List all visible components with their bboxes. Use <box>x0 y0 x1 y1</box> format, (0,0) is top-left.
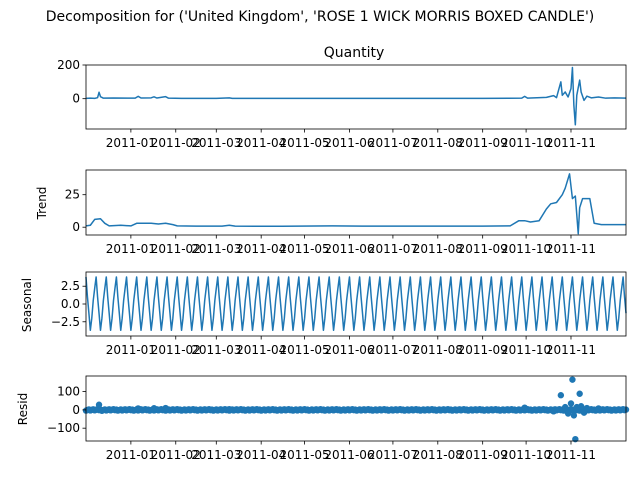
panel-trend-ylabel: Trend <box>35 187 49 221</box>
quantity-xtick-label: 2011-08 <box>413 136 463 150</box>
resid-point <box>570 412 578 419</box>
trend-xtick-label: 2011-03 <box>191 242 241 256</box>
quantity-xtick-label: 2011-09 <box>458 136 508 150</box>
trend-series-line <box>85 173 626 235</box>
resid-point <box>226 405 233 413</box>
quantity-xtick-label: 2011-01 <box>106 136 156 150</box>
seasonal-xtick-label: 2011-02 <box>151 343 201 357</box>
resid-xtick-label: 2011-05 <box>280 448 330 462</box>
panel-seasonal-ylabel: Seasonal <box>20 278 34 332</box>
panel-seasonal-plot-area: −2.50.02.52011-012011-022011-032011-0420… <box>51 271 627 357</box>
resid-point <box>569 376 576 383</box>
resid-xtick-label: 2011-11 <box>546 448 596 462</box>
seasonal-xtick-label: 2011-06 <box>324 343 374 357</box>
seasonal-series-line <box>85 276 627 332</box>
resid-point <box>564 410 572 417</box>
seasonal-xtick-label: 2011-10 <box>501 343 551 357</box>
trend-xtick-label: 2011-04 <box>236 242 286 256</box>
quantity-xtick-label: 2011-03 <box>191 136 241 150</box>
quantity-xtick-label: 2011-11 <box>546 136 596 150</box>
seasonal-xtick-label: 2011-05 <box>280 343 330 357</box>
panel-resid: Resid −10001002011-012011-022011-032011-… <box>16 375 630 462</box>
seasonal-xtick-label: 2011-11 <box>546 343 596 357</box>
quantity-series-line <box>85 66 627 126</box>
trend-xtick-label: 2011-07 <box>368 242 418 256</box>
trend-xtick-label: 2011-02 <box>151 242 201 256</box>
seasonal-ytick-label: 0.0 <box>61 297 80 311</box>
panel-seasonal: Seasonal −2.5 0.0 2.5 2011-012011-022011-03… <box>20 271 627 357</box>
quantity-xtick-label: 2011-04 <box>236 136 286 150</box>
quantity-xtick-label: 2011-07 <box>368 136 418 150</box>
trend-xtick-label: 2011-10 <box>501 242 551 256</box>
quantity-xtick-label: 2011-10 <box>501 136 551 150</box>
quantity-xtick-label: 2011-06 <box>324 136 374 150</box>
quantity-xtick-label: 2011-05 <box>280 136 330 150</box>
resid-xtick-label: 2011-06 <box>324 448 374 462</box>
trend-xtick-label: 2011-05 <box>280 242 330 256</box>
quantity-axes-frame <box>85 64 627 130</box>
resid-ytick-label: 0 <box>72 403 80 417</box>
resid-xtick-label: 2011-02 <box>151 448 201 462</box>
resid-ytick-label: −100 <box>47 421 80 435</box>
trend-ytick-label: 25 <box>65 188 80 202</box>
resid-point <box>98 407 106 414</box>
panel-quantity: Quantity 02002011-012011-022011-032011-0… <box>57 45 627 150</box>
resid-point <box>150 405 158 412</box>
seasonal-xtick-label: 2011-01 <box>106 343 156 357</box>
trend-xtick-label: 2011-01 <box>106 242 156 256</box>
resid-axes-frame <box>85 375 627 442</box>
resid-xtick-label: 2011-01 <box>106 448 156 462</box>
resid-point <box>557 392 565 399</box>
resid-xtick-label: 2011-03 <box>191 448 241 462</box>
resid-point <box>521 404 528 411</box>
panel-resid-ylabel: Resid <box>16 393 30 425</box>
resid-point <box>134 405 142 412</box>
trend-xtick-label: 2011-11 <box>546 242 596 256</box>
resid-xtick-label: 2011-08 <box>413 448 463 462</box>
seasonal-xtick-label: 2011-07 <box>368 343 418 357</box>
resid-xtick-label: 2011-07 <box>368 448 418 462</box>
resid-point <box>576 390 583 397</box>
resid-point <box>562 403 569 411</box>
quantity-ytick-label: 200 <box>57 58 80 72</box>
resid-xtick-label: 2011-04 <box>236 448 286 462</box>
trend-ytick-label: 0 <box>72 220 80 234</box>
resid-point <box>162 404 169 412</box>
panel-trend-plot-area: 0252011-012011-022011-032011-042011-0520… <box>65 169 627 256</box>
trend-xtick-label: 2011-09 <box>458 242 508 256</box>
resid-point <box>583 404 591 412</box>
panel-resid-plot-area: −10001002011-012011-022011-032011-042011… <box>47 375 630 462</box>
resid-point <box>595 405 602 412</box>
panel-quantity-plot-area: 02002011-012011-022011-032011-042011-052… <box>57 58 627 150</box>
resid-ytick-label: 100 <box>57 385 80 399</box>
resid-point <box>550 408 557 415</box>
quantity-xtick-label: 2011-02 <box>151 136 201 150</box>
trend-xtick-label: 2011-06 <box>324 242 374 256</box>
seasonal-xtick-label: 2011-09 <box>458 343 508 357</box>
seasonal-xtick-label: 2011-04 <box>236 343 286 357</box>
panel-trend: Trend 0252011-012011-022011-032011-04201… <box>35 169 627 256</box>
quantity-ytick-label: 0 <box>72 92 80 106</box>
seasonal-ytick-label: −2.5 <box>51 315 80 329</box>
trend-axes-frame <box>85 169 627 236</box>
resid-xtick-label: 2011-09 <box>458 448 508 462</box>
panel-quantity-title: Quantity <box>324 45 385 61</box>
resid-point <box>95 401 103 408</box>
resid-point <box>567 400 575 407</box>
seasonal-xtick-label: 2011-08 <box>413 343 463 357</box>
resid-point <box>580 409 588 416</box>
resid-xtick-label: 2011-10 <box>501 448 551 462</box>
resid-point <box>577 403 585 410</box>
figure-title: Decomposition for ('United Kingdom', 'RO… <box>46 9 595 25</box>
seasonal-xtick-label: 2011-03 <box>191 343 241 357</box>
resid-point <box>572 435 579 443</box>
trend-xtick-label: 2011-08 <box>413 242 463 256</box>
seasonal-ytick-label: 2.5 <box>61 279 80 293</box>
